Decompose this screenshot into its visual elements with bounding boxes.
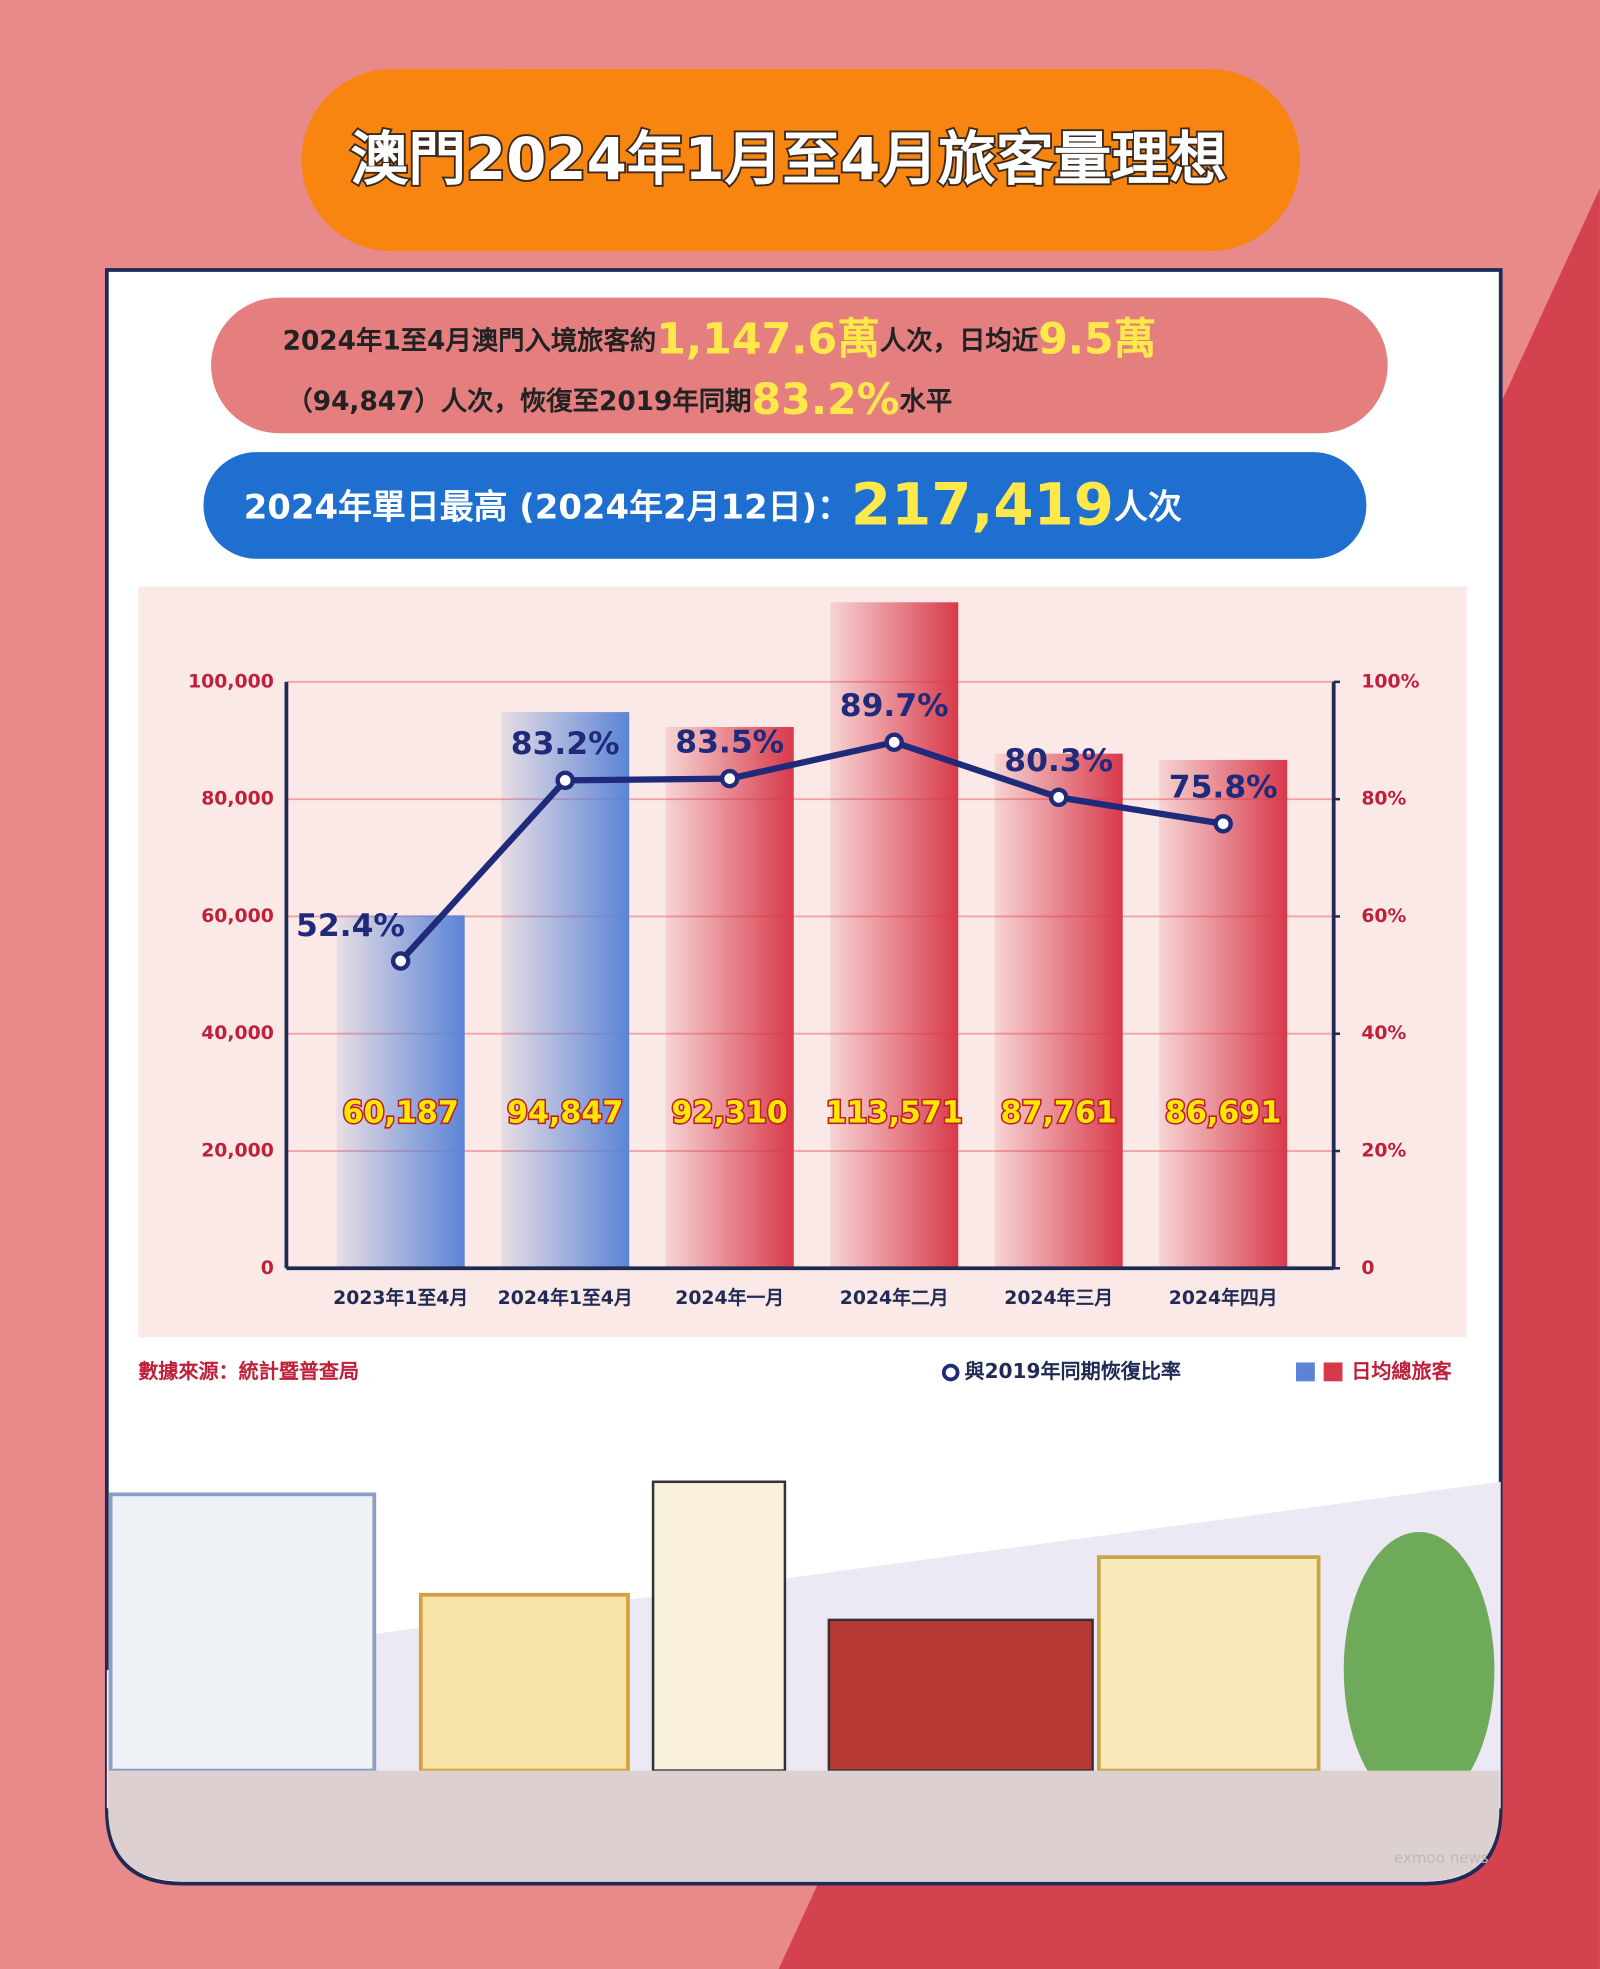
y2-tick-label: 100%	[1361, 671, 1419, 692]
line-value-label: 89.7%	[840, 688, 949, 724]
bar	[665, 726, 794, 1269]
bar-value-label: 86,691	[1165, 1095, 1281, 1130]
scenery	[106, 1480, 1501, 1882]
bar-value-label: 94,847	[507, 1095, 623, 1130]
line-point	[884, 732, 904, 753]
x-tick-label: 2024年三月	[1004, 1286, 1113, 1309]
line	[398, 739, 1224, 964]
line-value-label: 83.5%	[675, 724, 784, 760]
line-point	[1213, 814, 1233, 834]
bar-value-label: 92,310	[672, 1095, 788, 1130]
line-point	[1048, 787, 1069, 808]
bar	[994, 753, 1123, 1269]
church	[418, 1592, 630, 1773]
legend-label: 日均總旅客	[1351, 1359, 1452, 1383]
summary-highlight: 1,147.6萬	[656, 314, 880, 364]
building	[1096, 1555, 1321, 1773]
bar	[336, 915, 465, 1269]
bar	[501, 712, 630, 1269]
y-tick-label: 20,000	[201, 1141, 274, 1162]
temple	[827, 1618, 1094, 1772]
summary-pill	[211, 297, 1388, 434]
peak-unit: 人次	[1114, 487, 1182, 526]
source: 數據來源：統計暨普查局	[138, 1359, 359, 1383]
lighthouse	[651, 1480, 787, 1772]
watermark: exmoo news	[1394, 1849, 1489, 1867]
bar-value-label: 60,187	[343, 1095, 459, 1130]
y-tick-label: 80,000	[201, 789, 274, 810]
peak-value: 217,419	[851, 470, 1114, 538]
y2-tick-label: 60%	[1361, 906, 1406, 927]
summary-highlight: 9.5萬	[1038, 314, 1156, 364]
ruins	[108, 1492, 377, 1773]
summary-line-1: 2024年1至4月澳門入境旅客約1,147.6萬人次，日均近9.5萬	[283, 314, 1157, 364]
summary-line-2: （94,847）人次，恢復至2019年同期83.2%水平	[286, 374, 952, 424]
legend-swatch	[1296, 1362, 1315, 1382]
line-value-label: 52.4%	[296, 908, 405, 944]
y2-tick-label: 40%	[1361, 1023, 1406, 1044]
peak-label: 2024年單日最高 (2024年2月12日)：	[244, 487, 851, 526]
line-point	[555, 770, 575, 791]
line-value-label: 83.2%	[511, 726, 620, 762]
tree	[1343, 1532, 1495, 1809]
line-value-label: 80.3%	[1004, 743, 1113, 779]
ground	[108, 1770, 1500, 1882]
summary-text: 2024年1至4月澳門入境旅客約	[283, 325, 657, 356]
x-tick-label: 2024年一月	[675, 1286, 784, 1309]
legend: 與2019年同期恢復比率 日均總旅客	[941, 1359, 1453, 1383]
summary-highlight: 83.2%	[751, 374, 899, 424]
y-tick-label: 40,000	[201, 1023, 274, 1044]
legend-marker	[941, 1363, 960, 1382]
legend-swatch	[1323, 1362, 1343, 1382]
bar-value-label: 87,761	[1001, 1095, 1117, 1130]
line-value-label: 75.8%	[1169, 770, 1278, 806]
title: 澳門2024年1月至4月旅客量理想	[351, 125, 1227, 193]
summary-text: 水平	[900, 386, 953, 416]
legend-label: 與2019年同期恢復比率	[965, 1359, 1182, 1383]
bar-value-label: 113,571	[826, 1095, 963, 1130]
summary-text: 人次，日均近	[880, 326, 1039, 356]
x-tick-label: 2024年二月	[840, 1286, 949, 1309]
y-tick-label: 60,000	[201, 906, 274, 927]
peak-pill	[203, 452, 1367, 559]
bar	[830, 602, 959, 1269]
x-tick-label: 2024年四月	[1169, 1286, 1278, 1309]
y-tick-label: 100,000	[188, 671, 274, 692]
y2-tick-label: 20%	[1361, 1141, 1406, 1162]
line-point	[390, 951, 411, 971]
y2-tick-label: 80%	[1361, 789, 1406, 810]
line-point	[719, 768, 740, 789]
plot: 0 20,000 40,000 60,000 80,000 100,000 0 20% 40% 6…	[188, 602, 1420, 1309]
title-pill	[301, 69, 1300, 252]
peak-text: 2024年單日最高 (2024年2月12日)：217,419人次	[244, 470, 1182, 538]
x-tick-label: 2024年1至4月	[498, 1286, 633, 1309]
x-tick-label: 2023年1至4月	[333, 1286, 468, 1309]
bar	[1159, 759, 1288, 1269]
y2-tick-label: 0	[1361, 1258, 1374, 1279]
y-tick-label: 0	[261, 1258, 274, 1279]
summary-text: （94,847）人次，恢復至2019年同期	[286, 385, 751, 416]
